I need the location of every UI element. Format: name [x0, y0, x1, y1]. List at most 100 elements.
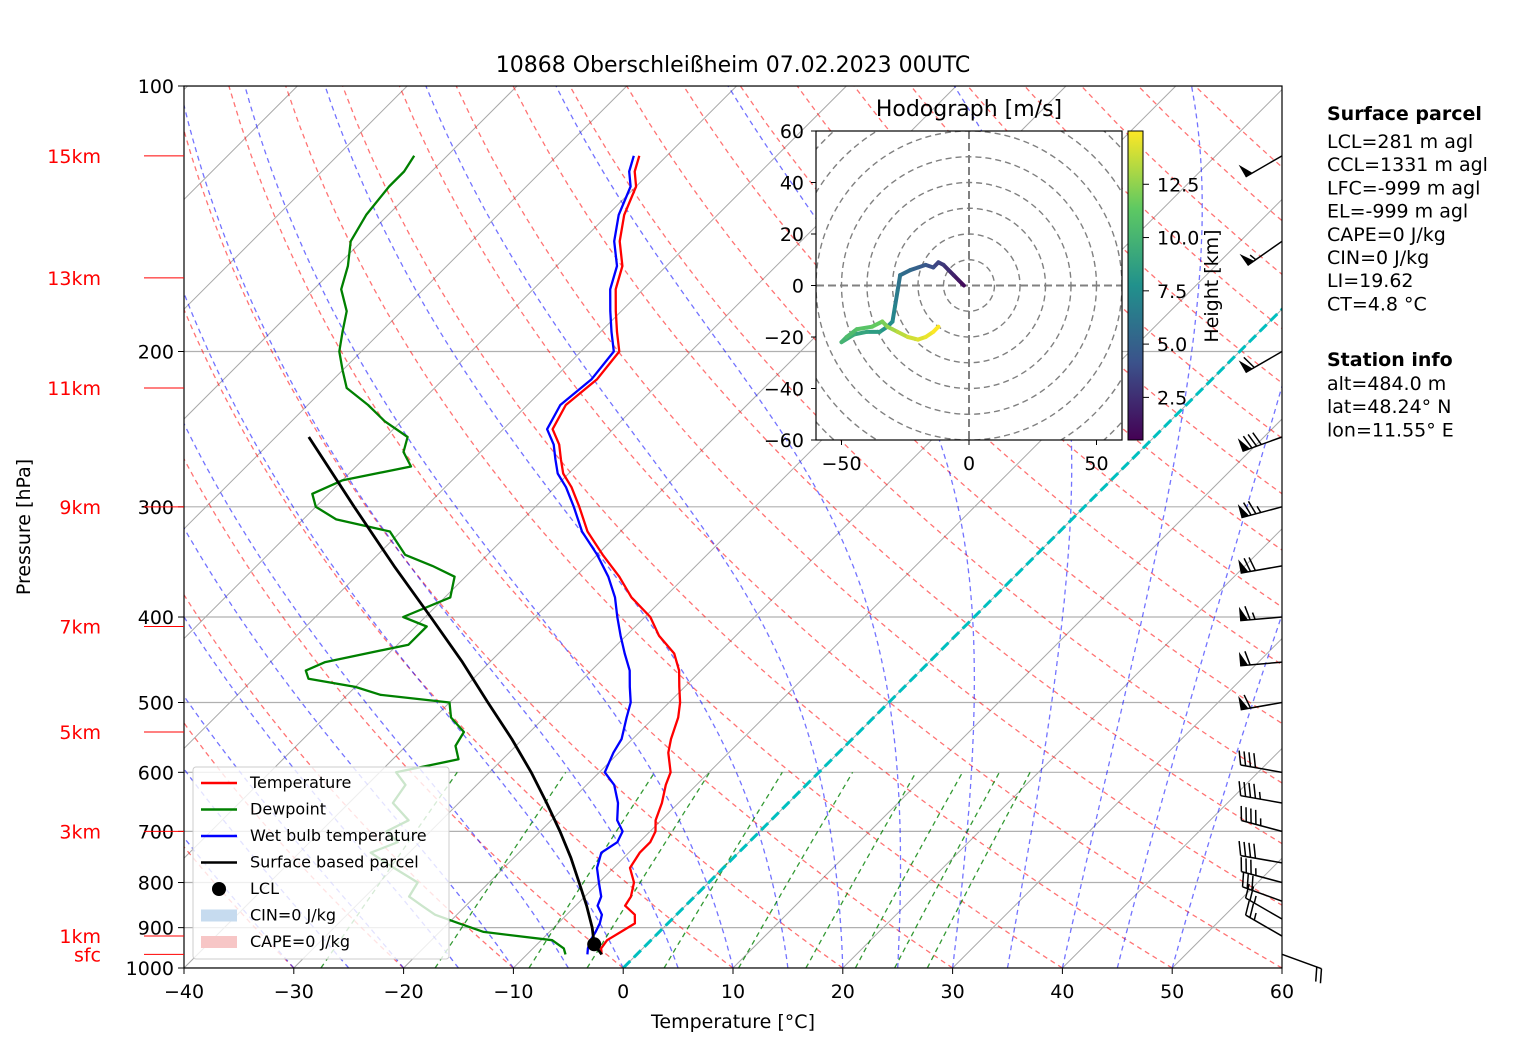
- mixing-ratio-line: [434, 771, 567, 968]
- isotherm: [952, 637, 1282, 968]
- wind-barb-full: [1248, 752, 1252, 767]
- mixing-ratio-line: [926, 771, 1031, 968]
- station-info-line: lon=11.55° E: [1327, 419, 1454, 441]
- height-marker-label: 15km: [47, 146, 101, 168]
- hodograph-segment: [931, 324, 941, 334]
- wind-barb-full: [1243, 694, 1252, 709]
- hodograph-y-tick-label: 20: [780, 224, 804, 246]
- lcl-marker: [587, 937, 602, 952]
- moist-adiabat: [184, 291, 624, 968]
- legend-swatch: [201, 909, 237, 922]
- wind-barb-staff: [1242, 886, 1283, 902]
- legend-box: [192, 766, 450, 960]
- legend-entry: LCL: [250, 879, 279, 898]
- dry-adiabat: [455, 86, 1282, 906]
- wind-barb: [1238, 694, 1283, 711]
- colorbar: [1127, 130, 1144, 441]
- hodograph-y-tick-label: 60: [780, 121, 804, 143]
- hodograph-x-tick-label: 0: [963, 453, 975, 475]
- station-info-line: alt=484.0 m: [1327, 373, 1446, 395]
- wind-barb-flag: [1238, 651, 1249, 666]
- wind-barb-full: [1238, 750, 1242, 766]
- wind-barb: [1244, 900, 1283, 937]
- mixing-ratio-line: [528, 771, 656, 968]
- surface-parcel-line: CIN=0 J/kg: [1327, 247, 1429, 269]
- colorbar-tick-label: 10.0: [1157, 228, 1199, 250]
- y-tick-label: 500: [138, 692, 174, 714]
- wind-barb-half: [1249, 254, 1257, 261]
- x-tick-label: −20: [384, 981, 424, 1003]
- isotherm: [1062, 747, 1282, 968]
- wind-barb-flag: [1238, 559, 1249, 574]
- y-tick-label: 800: [138, 873, 174, 895]
- isotherm: [732, 418, 1282, 968]
- surface-parcel-line: LCL=281 m agl: [1327, 131, 1473, 153]
- zero-degree-isotherm: [622, 307, 1282, 968]
- wind-barb-flag: [1238, 164, 1253, 177]
- hodograph-segment: [852, 329, 869, 337]
- dry-adiabat: [285, 86, 1063, 968]
- wind-barbs: [1237, 155, 1323, 984]
- wind-barb-full: [1247, 433, 1258, 447]
- y-tick-label: 300: [138, 497, 174, 519]
- y-tick-label: 400: [138, 607, 174, 629]
- wind-barb: [1237, 432, 1283, 453]
- series-surface-based-parcel: [307, 436, 603, 956]
- legend-swatch: [212, 882, 226, 896]
- wind-barb-staff: [1240, 854, 1283, 864]
- mixing-ratio-line: [663, 771, 783, 968]
- isotherm: [513, 198, 1282, 968]
- dry-adiabat: [512, 86, 1282, 845]
- wind-barb-full: [1238, 841, 1242, 856]
- dry-adiabat: [184, 721, 405, 968]
- hodograph-title: Hodograph [m/s]: [876, 97, 1062, 122]
- wind-barb-full: [1243, 558, 1252, 572]
- wind-barb-full: [1238, 781, 1242, 796]
- wind-barb-staff: [1245, 914, 1283, 937]
- wind-barb-full: [1244, 605, 1251, 621]
- y-tick-label: 700: [138, 821, 174, 843]
- y-tick-label: 600: [138, 762, 174, 784]
- colorbar-tick-label: 2.5: [1157, 387, 1187, 409]
- hodograph-segment: [893, 288, 900, 309]
- wind-barb-full: [1243, 782, 1247, 797]
- wind-barb-full: [1252, 432, 1262, 445]
- isotherm: [184, 86, 628, 530]
- legend: Temperature Dewpoint Wet bulb temperature S…: [192, 766, 450, 960]
- hodograph-y-tick-label: 0: [792, 276, 804, 298]
- station-info-line: lat=48.24° N: [1327, 396, 1451, 418]
- wind-barb-half: [1258, 791, 1262, 800]
- legend-swatch: [201, 936, 237, 948]
- chart-title: 10868 Oberschleißheim 07.02.2023 00UTC: [496, 53, 971, 78]
- hodograph-y-tick-label: −40: [764, 379, 804, 401]
- wind-barb: [1238, 781, 1283, 804]
- y-tick-label: 200: [138, 342, 174, 364]
- hodograph-inset: Hodograph [m/s] Height [km] −50 0 50 −60 −40…: [764, 97, 1223, 475]
- x-tick-label: 0: [617, 981, 629, 1003]
- wind-barb-staff: [1241, 870, 1283, 884]
- wind-barb-staff: [1241, 819, 1283, 833]
- height-marker-label: 11km: [47, 378, 101, 400]
- hodograph-segment: [844, 327, 859, 339]
- surface-parcel-line: CT=4.8 °C: [1327, 293, 1427, 315]
- wind-barb-full: [1253, 753, 1257, 768]
- moist-adiabat: [425, 86, 844, 968]
- wind-barb-staff: [1281, 953, 1322, 970]
- wind-barb: [1239, 240, 1283, 267]
- isotherm: [184, 86, 518, 420]
- mixing-ratio-line: [854, 771, 964, 968]
- wind-barb-full: [1314, 966, 1318, 982]
- surface-parcel-line: CAPE=0 J/kg: [1327, 224, 1446, 246]
- y-tick-label: 900: [138, 918, 174, 940]
- colorbar-tick-label: 5.0: [1157, 334, 1187, 356]
- hodograph-x-tick-label: 50: [1084, 453, 1108, 475]
- mixing-ratio-line: [586, 771, 711, 968]
- isotherm: [842, 528, 1282, 968]
- wind-barb: [1238, 557, 1283, 574]
- legend-entry: Surface based parcel: [250, 853, 419, 872]
- wind-barb: [1240, 805, 1283, 833]
- hodograph-segment: [895, 273, 903, 293]
- dry-adiabat: [569, 86, 1282, 784]
